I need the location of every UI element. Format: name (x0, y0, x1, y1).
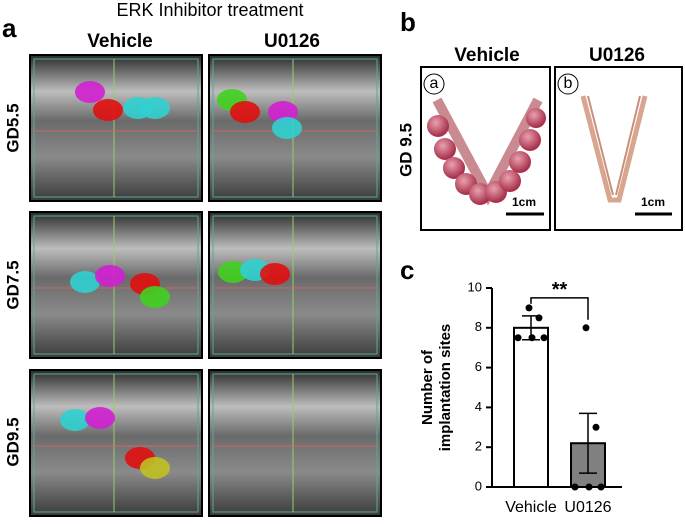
bar (513, 326, 549, 488)
image-label-circle (557, 73, 579, 95)
embryo-segmentation (140, 286, 170, 308)
embryo-segmentation (75, 81, 105, 103)
row-label: GD9.5 (3, 417, 22, 466)
ultrasound-inner (212, 58, 378, 198)
uterus-image-vehicle: a 1cm (420, 66, 551, 231)
embryo-segmentation (272, 117, 302, 139)
column-header: Vehicle (87, 31, 153, 52)
embryo-segmentation (230, 101, 260, 123)
embryo-segmentation (60, 409, 90, 431)
data-point (528, 334, 536, 342)
embryo-segmentation (93, 99, 123, 121)
data-point (525, 304, 533, 312)
data-point (514, 334, 522, 342)
row-label: GD 9.5 (396, 123, 415, 177)
embryo-segmentation (218, 261, 248, 283)
data-point (535, 314, 543, 322)
row-label: GD7.5 (3, 260, 22, 309)
scale-bar-label: 1cm (512, 195, 536, 209)
y-tick-label: 4 (475, 399, 482, 414)
ultrasound-images (29, 54, 382, 517)
column-header: Vehicle (454, 45, 520, 66)
y-tick-label: 2 (475, 439, 482, 454)
uterine-horn (580, 95, 648, 203)
ultrasound-inner (33, 58, 199, 198)
significance-label: ** (552, 279, 568, 301)
row-label: GD5.5 (3, 103, 22, 152)
ultrasound-frame (208, 369, 382, 517)
panel-letter: b (400, 7, 416, 37)
column-header: U0126 (589, 45, 645, 66)
ultrasound-frame (208, 211, 382, 359)
data-point (582, 324, 590, 332)
y-tick-label: 10 (468, 279, 482, 294)
y-axis-label: implantation sites (437, 324, 454, 452)
significance-bracket (530, 297, 589, 320)
bar-chart: 0 2 4 6 8 10 Number of implantation sites Vehicl… (419, 279, 622, 516)
data-point (571, 483, 579, 491)
y-axis-label: Number of (419, 349, 436, 425)
ultrasound-inner (33, 373, 199, 513)
data-point (585, 483, 593, 491)
panel-letter: c (400, 255, 414, 285)
y-tick-label: 6 (475, 359, 482, 374)
ultrasound-inner (212, 215, 378, 355)
ultrasound-inner (212, 373, 378, 513)
ultrasound-frame (29, 54, 203, 202)
y-tick-label: 0 (475, 478, 482, 493)
implantation-sites (427, 108, 546, 205)
uterus-image-u0126: b 1cm (554, 66, 683, 231)
ultrasound-inner (33, 215, 199, 355)
embryo-segmentation (260, 263, 290, 285)
embryo-segmentation (70, 271, 100, 293)
embryo-segmentation (140, 97, 170, 119)
scale-bar-label: 1cm (641, 195, 665, 209)
panel-title: ERK Inhibitor treatment (116, 0, 303, 20)
image-label: b (564, 75, 573, 92)
embryo-segmentation (95, 265, 125, 287)
image-frame (554, 66, 683, 231)
column-header: U0126 (264, 31, 320, 52)
embryo-segmentation (140, 457, 170, 479)
data-point (597, 483, 605, 491)
image-label: a (430, 75, 439, 92)
x-tick-label: Vehicle (505, 499, 557, 516)
embryo-segmentation (85, 407, 115, 429)
image-label-circle (423, 73, 445, 95)
data-point (592, 423, 600, 431)
data-point (540, 334, 548, 342)
ultrasound-frame (29, 369, 203, 517)
panel-letter: a (2, 13, 17, 43)
uterine-horn (587, 95, 641, 196)
y-tick-label: 8 (475, 319, 482, 334)
x-tick-label: U0126 (564, 499, 611, 516)
